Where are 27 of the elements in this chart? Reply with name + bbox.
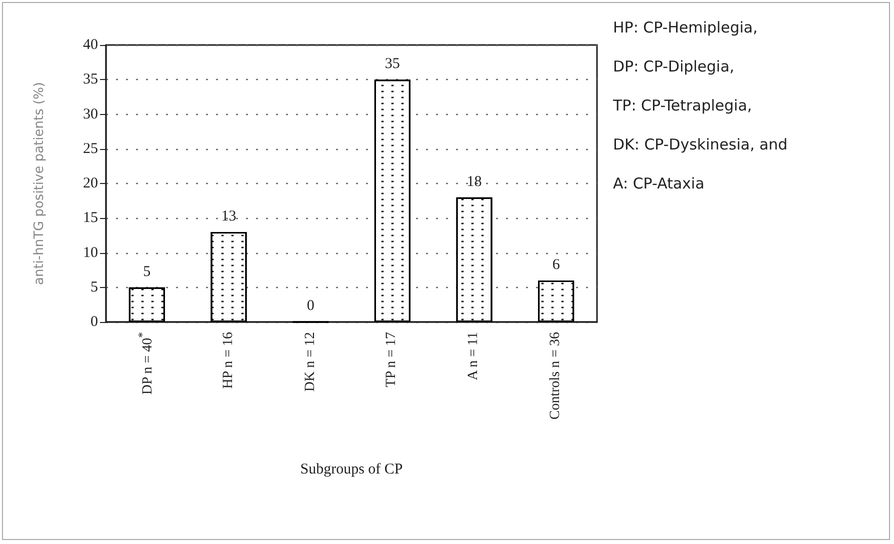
x-tick-label: HP n = 16 [220, 332, 236, 389]
text: TP: CP-Tetraplegia, [612, 96, 752, 114]
x-tick-label: A n = 11 [466, 332, 482, 380]
y-tick-label: 30 [83, 106, 98, 122]
x-axis-title: Subgroups of CP [300, 462, 403, 478]
data-label: 0 [306, 298, 314, 314]
y-tick-label: 10 [83, 244, 98, 261]
data-label: 13 [221, 208, 236, 224]
data-label: 6 [552, 256, 560, 273]
y-tick-label: 0 [90, 314, 98, 330]
y-tick-label: 25 [83, 140, 98, 157]
y-tick-label: 40 [83, 37, 98, 53]
y-axis-title: anti-hnTG positive patients (%) [32, 82, 47, 286]
text: HP: CP-Hemiplegia, [613, 18, 758, 36]
x-tick-label: TP n = 17 [384, 332, 400, 388]
x-tick-label: DK n = 12 [302, 332, 318, 392]
y-tick-label: 15 [83, 210, 98, 226]
y-tick-label: 35 [83, 72, 98, 88]
data-label: 18 [466, 174, 482, 190]
text: DP: CP-Diplegia, [613, 58, 734, 76]
y-tick-label: 20 [83, 176, 98, 192]
x-tick-label: Controls n = 36 [548, 332, 564, 420]
text: DK: CP-Dyskinesia, and [613, 136, 788, 154]
data-label: 35 [384, 56, 400, 72]
y-tick-label: 5 [90, 279, 98, 296]
data-label: 5 [143, 264, 151, 280]
text: A: CP-Ataxia [613, 174, 704, 192]
